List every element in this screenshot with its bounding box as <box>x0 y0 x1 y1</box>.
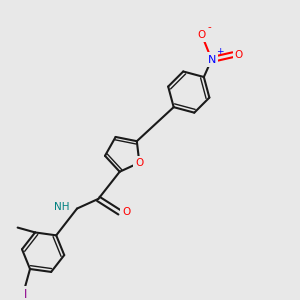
Text: O: O <box>235 50 243 60</box>
Text: O: O <box>198 30 206 40</box>
Text: O: O <box>135 158 143 168</box>
Text: -: - <box>208 22 212 32</box>
Text: +: + <box>216 47 224 56</box>
Text: O: O <box>122 207 130 218</box>
Text: I: I <box>23 288 27 300</box>
Text: NH: NH <box>54 202 69 212</box>
Text: N: N <box>207 55 216 64</box>
